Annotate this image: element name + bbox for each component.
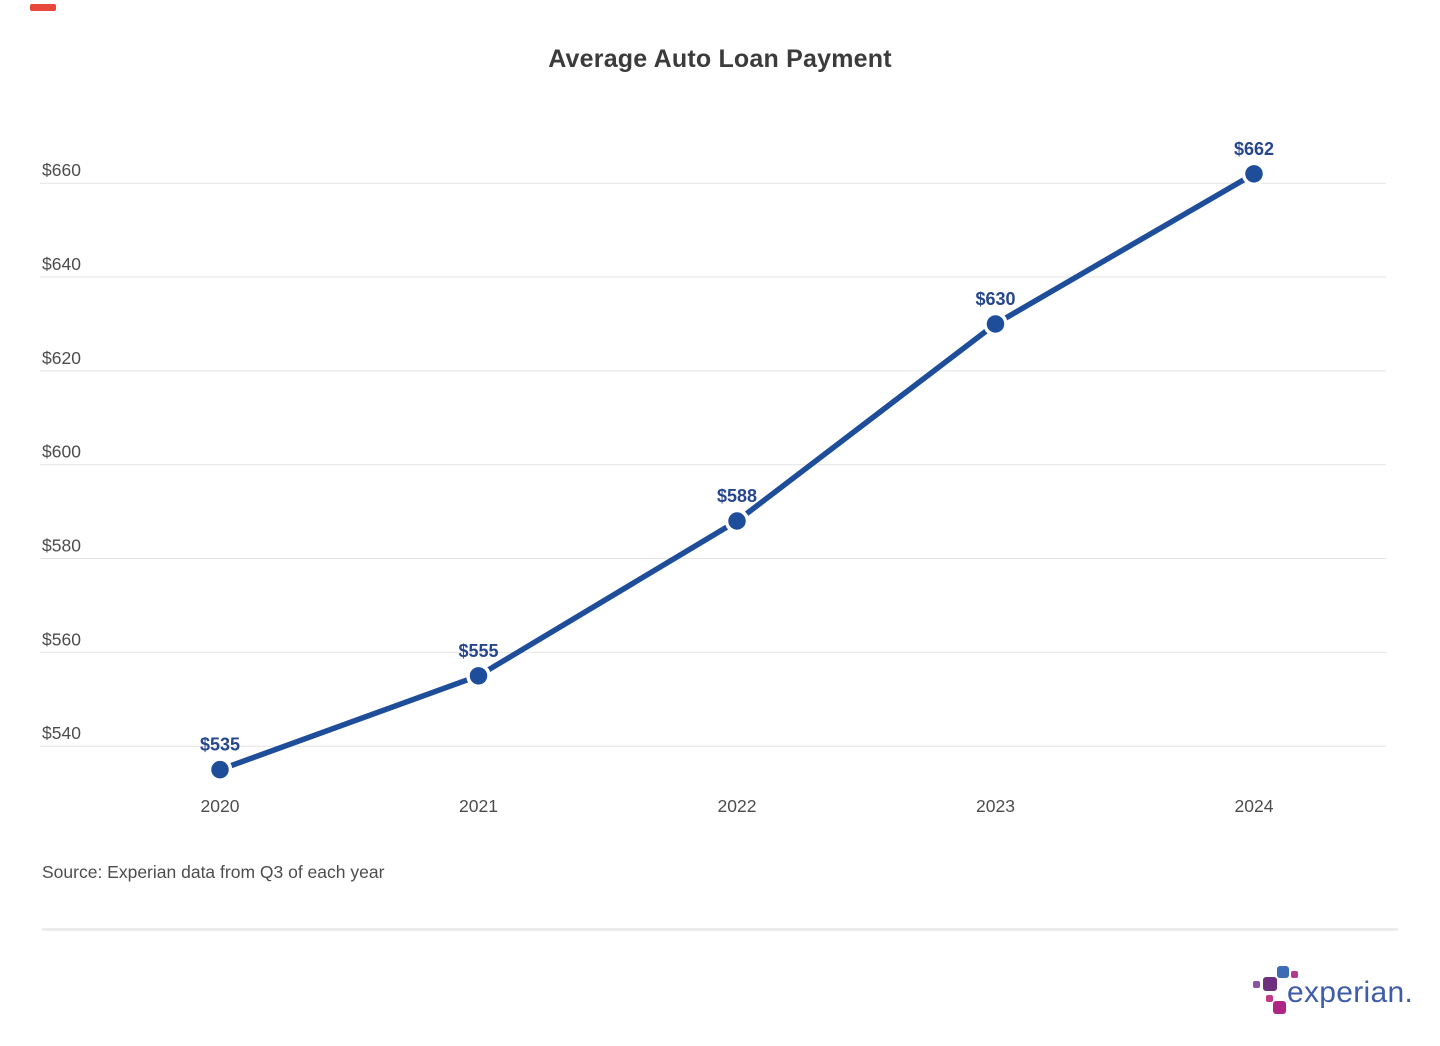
data-point-label: $535 <box>200 735 240 755</box>
x-axis-tick-label: 2020 <box>201 796 240 816</box>
x-axis-tick-label: 2023 <box>976 796 1015 816</box>
experian-logo-dot-blue <box>1277 966 1289 978</box>
experian-logo: experian. <box>1251 962 1431 1017</box>
data-point-label: $662 <box>1234 139 1274 159</box>
y-axis-tick-label: $540 <box>42 723 81 743</box>
experian-logo-dot-magenta-lg <box>1273 1001 1286 1014</box>
data-point <box>207 757 233 782</box>
experian-logo-dot-purple <box>1263 977 1277 991</box>
y-axis-tick-label: $560 <box>42 629 81 649</box>
experian-wordmark: experian. <box>1287 976 1413 1010</box>
footer-divider <box>42 928 1398 931</box>
experian-wordmark-text: experian <box>1287 976 1405 1009</box>
y-axis-tick-label: $640 <box>42 254 81 274</box>
experian-trademark-dot: . <box>1404 976 1414 1009</box>
y-axis-tick-label: $600 <box>42 442 81 462</box>
source-note: Source: Experian data from Q3 of each ye… <box>42 862 385 882</box>
x-axis-tick-label: 2022 <box>718 796 757 816</box>
data-point <box>983 311 1008 337</box>
y-axis-tick-label: $580 <box>42 536 81 556</box>
data-point-label: $630 <box>975 289 1015 309</box>
experian-logo-dot-purple-sm <box>1253 981 1260 988</box>
experian-logo-dot-magenta-sm2 <box>1266 995 1273 1002</box>
y-axis-tick-label: $620 <box>42 348 81 368</box>
data-point-label: $588 <box>717 486 757 506</box>
data-point-label: $555 <box>458 641 498 661</box>
data-point <box>724 508 750 534</box>
y-axis-tick-label: $660 <box>42 160 81 180</box>
experian-logo-dot-magenta-sm <box>1291 971 1298 978</box>
data-point <box>466 663 491 689</box>
red-marker <box>30 4 56 11</box>
chart-title: Average Auto Loan Payment <box>548 45 892 73</box>
data-point <box>1241 161 1267 187</box>
line-chart: $540 $560 $580 $600 $620 $640 $660 2020 2021 2022… <box>40 139 1386 816</box>
x-axis-tick-label: 2021 <box>459 796 498 816</box>
x-axis-tick-label: 2024 <box>1235 796 1274 816</box>
data-line <box>217 171 1257 773</box>
